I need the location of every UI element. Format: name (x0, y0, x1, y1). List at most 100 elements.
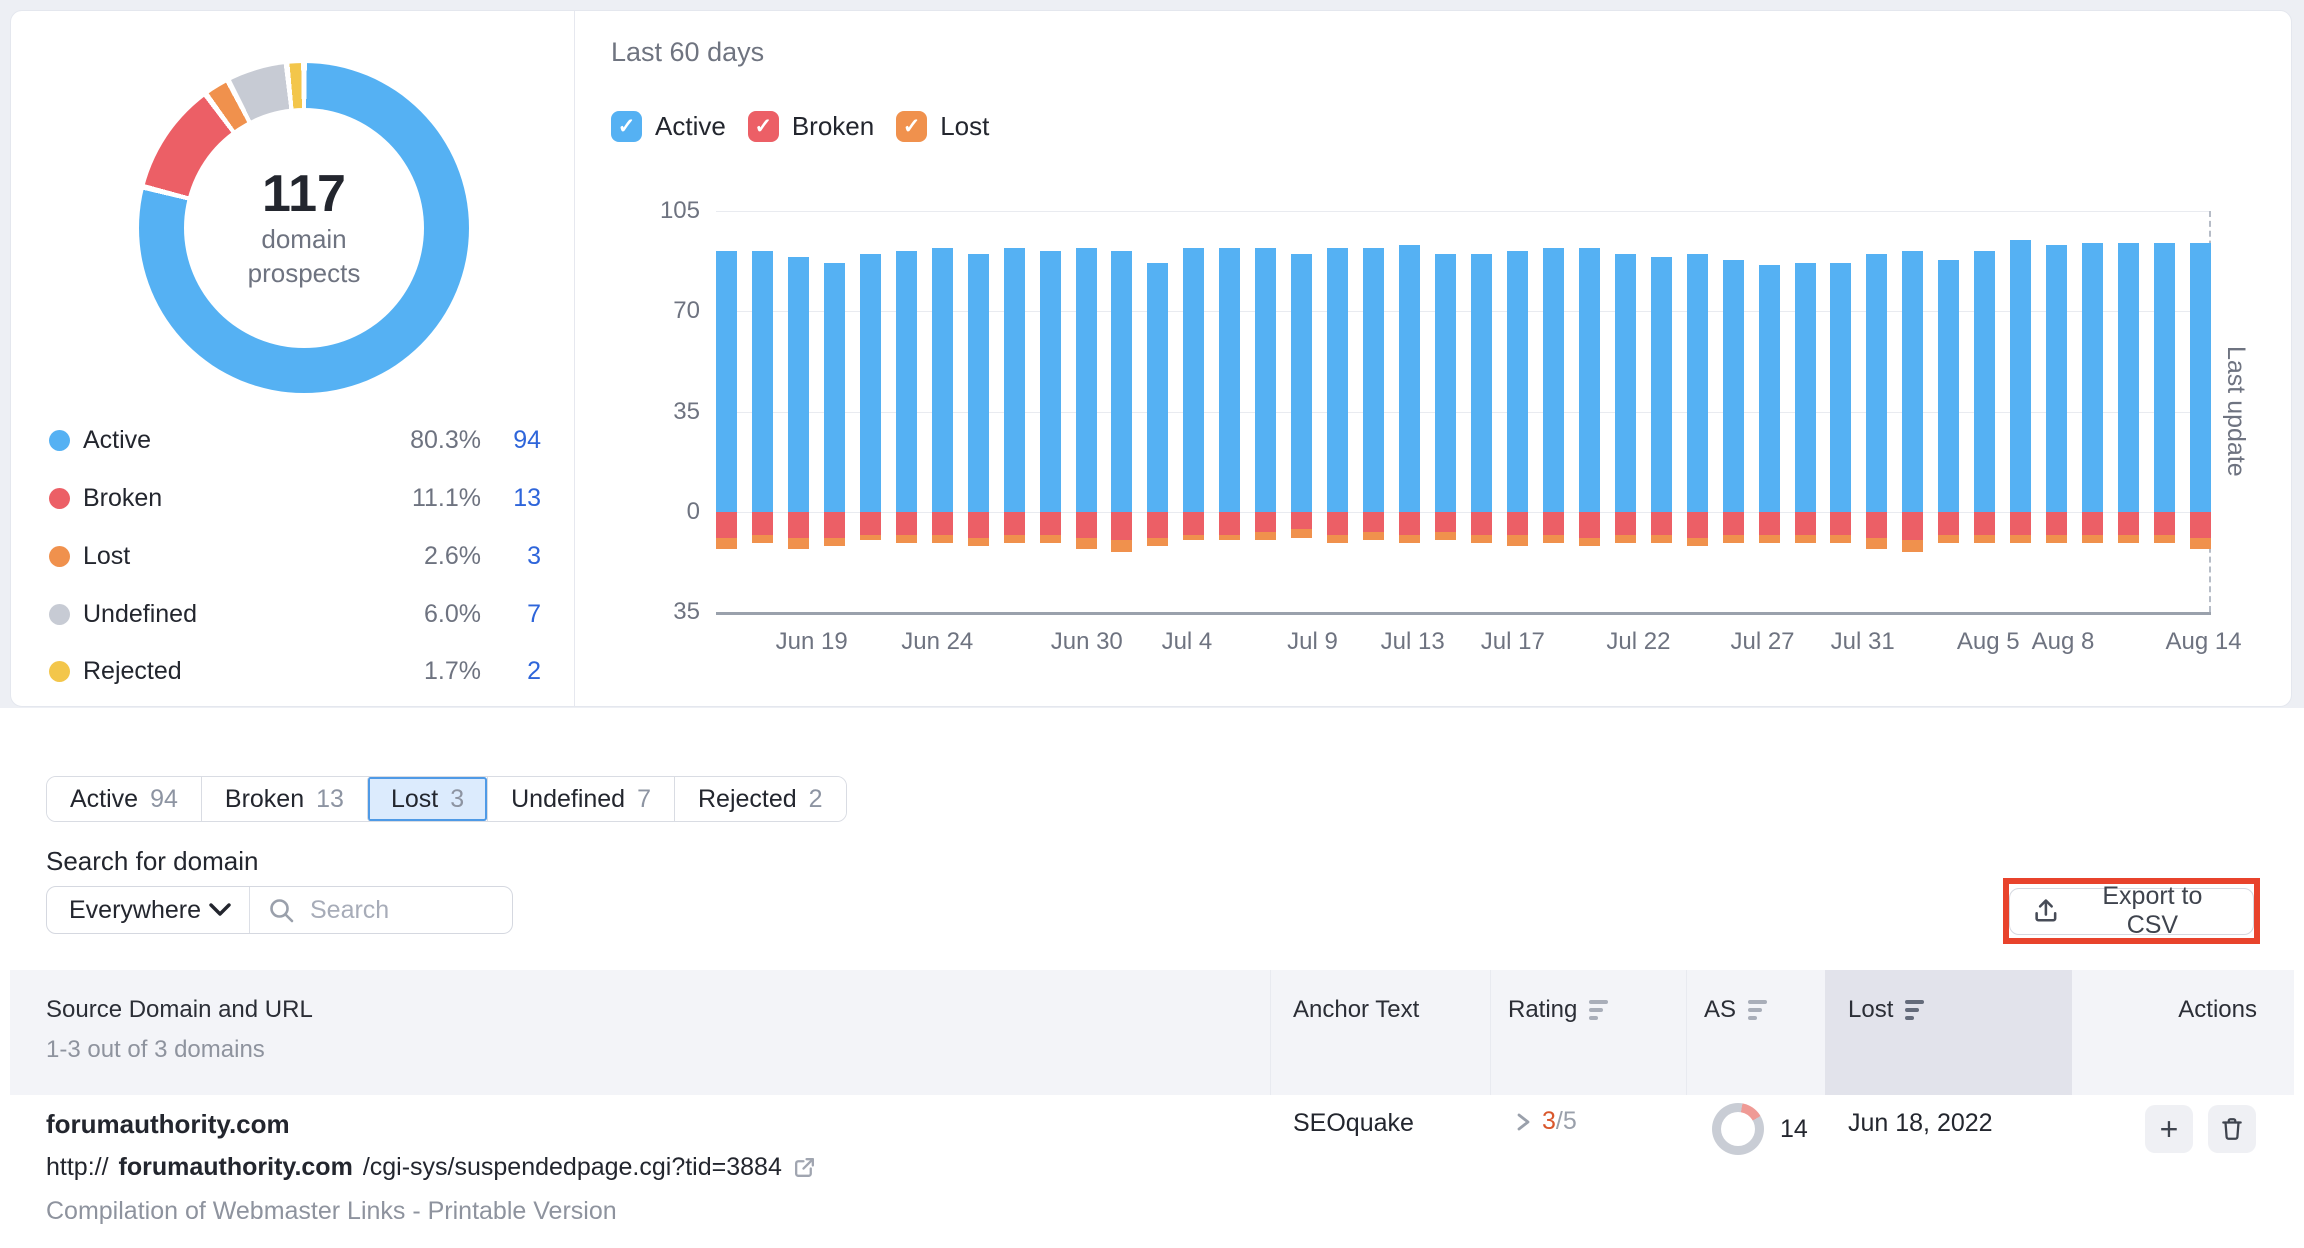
panel-divider (574, 11, 575, 706)
export-highlight-annotation: Export to CSV (2003, 878, 2260, 944)
header-as[interactable]: AS (1704, 996, 1768, 1024)
tab-active[interactable]: Active 94 (47, 777, 201, 821)
checkbox-broken-icon[interactable]: ✓ (747, 111, 779, 142)
bar-active (859, 253, 881, 512)
bar-broken (1794, 511, 1816, 535)
bar-lost (2190, 537, 2211, 549)
legend-label: Undefined (83, 599, 197, 628)
legend-row-lost[interactable]: Lost 2.6% 3 (11, 536, 574, 576)
legend-count-link[interactable]: 13 (513, 483, 541, 512)
column-separator (1490, 970, 1491, 1095)
bar-lost (1327, 534, 1349, 544)
search-scope-select[interactable]: Everywhere (47, 887, 250, 933)
y-axis-tick-label: 70 (673, 297, 700, 325)
x-axis-tick-label: Jul 27 (1730, 628, 1795, 655)
legend-row-broken[interactable]: Broken 11.1% 13 (11, 478, 574, 518)
legend-percent: 80.3% (410, 425, 481, 454)
bar-lost (2082, 534, 2104, 544)
legend-count-link[interactable]: 94 (513, 425, 541, 454)
checkbox-lost-icon[interactable]: ✓ (896, 111, 928, 142)
bar-broken (1614, 511, 1636, 535)
bar-broken (1758, 511, 1780, 535)
legend-dot-icon (49, 429, 70, 451)
search-input[interactable] (308, 894, 512, 926)
legend-dot-icon (49, 660, 70, 682)
bar-broken (823, 511, 845, 538)
x-axis-tick-label: Aug 8 (2031, 628, 2095, 655)
row-domain[interactable]: forumauthority.com (46, 1109, 290, 1139)
bar-lost (1830, 534, 1852, 544)
filter-lost[interactable]: ✓ Lost (896, 111, 989, 142)
sort-icon-active[interactable] (1905, 1000, 1925, 1020)
row-authority-score: 14 (1712, 1103, 1808, 1155)
bar-lost (1578, 537, 1600, 547)
external-link-icon[interactable] (792, 1155, 817, 1180)
legend-count-link[interactable]: 7 (527, 599, 541, 628)
bar-lost (1470, 534, 1492, 544)
row-url[interactable]: http:// forumauthority.com/cgi-sys/suspen… (46, 1153, 817, 1182)
url-path: /cgi-sys/suspendedpage.cgi?tid=3884 (362, 1153, 782, 1181)
legend-count-link[interactable]: 3 (527, 541, 541, 570)
tab-rejected[interactable]: Rejected 2 (674, 777, 846, 821)
delete-button[interactable] (2208, 1105, 2256, 1153)
bar-lost (1974, 534, 1996, 544)
bar-active (895, 251, 917, 512)
legend-count-link[interactable]: 2 (527, 656, 541, 685)
checkbox-active-icon[interactable]: ✓ (611, 111, 642, 142)
bar-lost (1686, 537, 1708, 547)
last-update-label: Last update (2222, 346, 2250, 477)
x-axis-tick-label: Jul 9 (1287, 628, 1338, 655)
legend-row-rejected[interactable]: Rejected 1.7% 2 (11, 651, 574, 691)
header-rating[interactable]: Rating (1508, 996, 1609, 1024)
bar-broken (2190, 511, 2211, 538)
bar-active (1039, 251, 1061, 512)
gridline-0 (716, 511, 2211, 513)
rating-max: /5 (1555, 1107, 1577, 1135)
search-scope-value: Everywhere (69, 895, 201, 924)
bar-active (1866, 253, 1888, 512)
header-lost[interactable]: Lost (1848, 996, 1925, 1024)
filter-broken[interactable]: ✓ Broken (747, 111, 874, 142)
legend-row-active[interactable]: Active 80.3% 94 (11, 420, 574, 460)
bar-broken (2154, 511, 2176, 535)
overview-card: 117 domain prospects Active 80.3% 94 Broken… (10, 10, 2292, 707)
bar-active (1974, 251, 1996, 512)
sort-icon[interactable] (1589, 1000, 1609, 1020)
row-lost-date: Jun 18, 2022 (1848, 1109, 1993, 1137)
bar-broken (1542, 511, 1564, 535)
bar-active (1363, 248, 1385, 512)
bar-active (1794, 262, 1816, 512)
bar-broken (1075, 511, 1097, 538)
bar-active (1578, 248, 1600, 512)
add-button[interactable]: + (2145, 1105, 2193, 1153)
tab-label: Active (70, 784, 139, 813)
bar-broken (787, 511, 809, 538)
sort-icon[interactable] (1748, 1000, 1768, 1020)
bar-lost (1183, 534, 1205, 541)
export-to-csv-button[interactable]: Export to CSV (2009, 882, 2254, 939)
legend-row-undefined[interactable]: Undefined 6.0% 7 (11, 594, 574, 634)
row-rating[interactable]: 3/5 (1515, 1107, 1577, 1136)
y-axis-tick-label: 105 (659, 197, 700, 224)
tab-count: 94 (150, 784, 178, 813)
table-header: Source Domain and URL 1-3 out of 3 domai… (10, 970, 2294, 1095)
tab-broken[interactable]: Broken 13 (200, 777, 367, 821)
chevron-right-icon[interactable] (1515, 1111, 1532, 1133)
x-axis-tick-label: Jun 19 (775, 628, 848, 655)
tab-lost[interactable]: Lost 3 (366, 777, 488, 821)
chevron-down-icon (209, 903, 231, 916)
tab-undefined[interactable]: Undefined 7 (487, 777, 674, 821)
filter-active[interactable]: ✓ Active (611, 111, 726, 142)
bar-active (1111, 251, 1133, 512)
bar-broken (1363, 511, 1385, 532)
bar-broken (1830, 511, 1852, 535)
chart-title: Last 60 days (611, 37, 765, 67)
bar-active (967, 253, 989, 512)
bar-lost (1039, 534, 1061, 544)
header-as-label: AS (1704, 996, 1737, 1023)
search-box (250, 887, 512, 933)
bar-lost (1075, 537, 1097, 549)
gridline-70 (716, 311, 2211, 313)
bar-broken (1650, 511, 1672, 535)
tab-count: 13 (316, 784, 344, 813)
